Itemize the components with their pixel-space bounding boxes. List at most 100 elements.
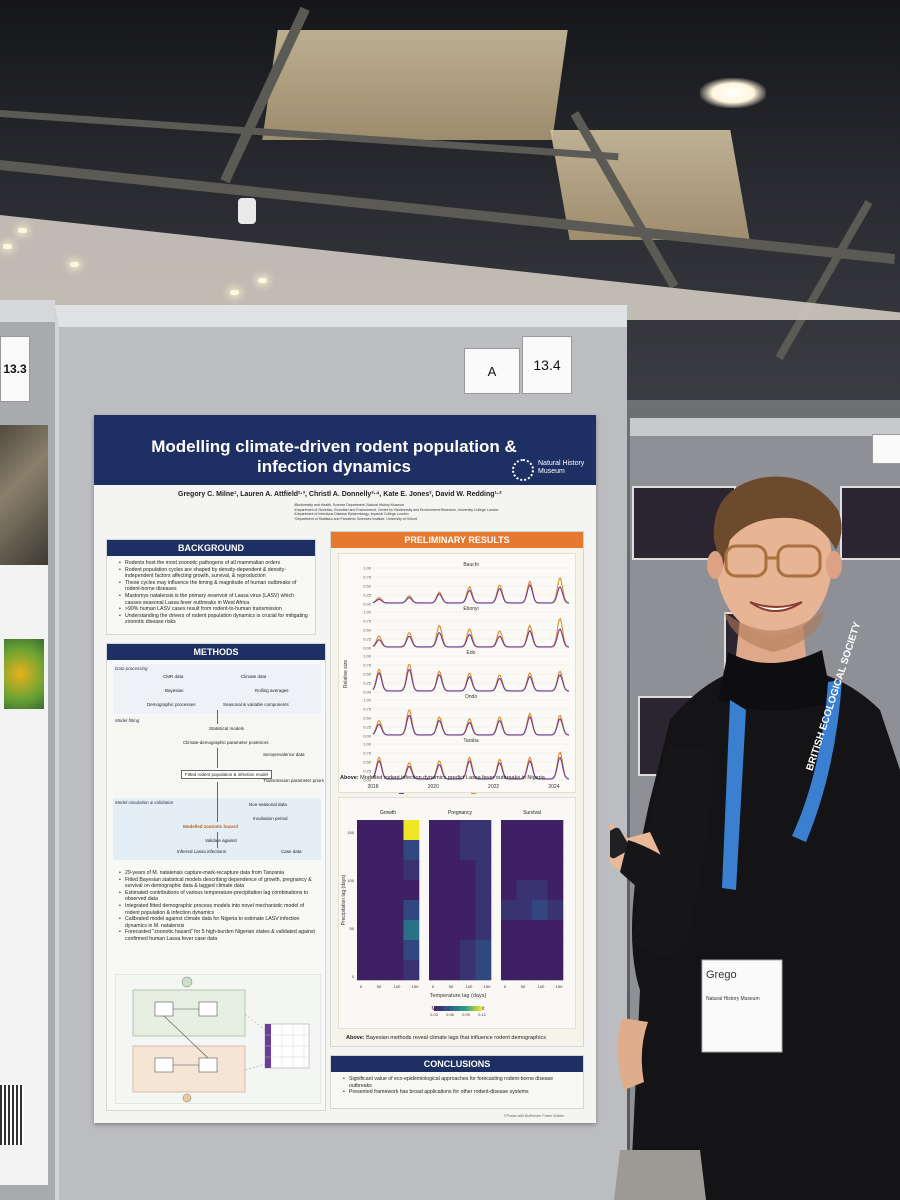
- x-tick-label: 2022: [488, 784, 499, 790]
- heatmap-cell: [501, 880, 517, 901]
- colorbar-segment: [448, 1006, 451, 1011]
- flow-node-infections: Inferred Lassa infections: [177, 849, 227, 854]
- heatmap-cell: [357, 880, 373, 901]
- neighbor-poster-map: [4, 639, 44, 709]
- heatmap-cell: [501, 920, 517, 941]
- heatmap-cell: [547, 960, 564, 981]
- inferred-cases-line: [372, 714, 570, 736]
- colorbar-segment: [472, 1006, 475, 1011]
- band-label: Data processing: [115, 666, 148, 671]
- presenter-ear: [826, 551, 842, 579]
- inferred-cases-line: [372, 583, 570, 604]
- heatmap-cell: [403, 900, 420, 921]
- colorbar-segment: [446, 1006, 449, 1011]
- y-tick-label: 0.00: [363, 690, 372, 695]
- x-tick-label: 100: [538, 984, 545, 989]
- heatmap-cell: [516, 920, 533, 941]
- colorbar-segment: [443, 1006, 446, 1011]
- colorbar-tick: 0.12: [478, 1013, 485, 1017]
- colorbar-segment: [438, 1006, 441, 1011]
- heatmap-cell: [516, 960, 533, 981]
- inferred-cases-line: [372, 669, 570, 692]
- heatmap-cell: [357, 820, 373, 841]
- y-tick-label: 0.50: [363, 716, 372, 721]
- heatmap-cell: [547, 900, 564, 921]
- colorbar-segment: [464, 1006, 467, 1011]
- x-axis-label: Temperature lag (days): [430, 993, 487, 999]
- neighbor-poster-text: [0, 713, 48, 1093]
- heatmap-cell: [475, 940, 492, 961]
- flow-arrow: [217, 832, 218, 848]
- poster-authors: Gregory C. Milne¹, Lauren A. Attfield²·³…: [178, 491, 502, 498]
- heatmap-cell: [516, 940, 533, 961]
- heatmap-cell: [475, 960, 492, 981]
- colorbar-segment: [437, 1006, 439, 1011]
- colorbar-segment: [478, 1006, 481, 1011]
- flow-node-climate: Climate data: [241, 674, 267, 679]
- y-tick-label: 1.00: [363, 566, 372, 571]
- heatmap-cell: [532, 900, 548, 921]
- flow-node-seasonal: Seasonal & variable components: [223, 702, 289, 707]
- heatmap-cell: [516, 900, 533, 921]
- ceiling-lamp: [70, 262, 79, 267]
- authors-bar: [94, 485, 596, 533]
- colorbar-segment: [453, 1006, 455, 1011]
- heatmap-cell: [532, 960, 548, 981]
- x-tick-label: 50: [377, 984, 382, 989]
- heatmap-cell: [444, 940, 461, 961]
- facet-label: Ebonyi: [463, 606, 478, 612]
- bullet-item: >90% human LASV cases result from rodent…: [119, 606, 309, 613]
- y-tick-label: 0: [352, 974, 355, 979]
- institution-logo: Natural History Museum: [512, 457, 590, 483]
- y-tick-label: 0.50: [363, 760, 372, 765]
- bullet-item: Understanding the drivers of rodent popu…: [119, 613, 309, 626]
- heatmap-cell: [475, 860, 492, 881]
- presenter-trousers: [614, 1150, 706, 1200]
- heatmap-cell: [388, 940, 404, 961]
- methods-flow-diagram: Data processing Model fitting Model simu…: [113, 664, 324, 860]
- heatmap-cell: [501, 960, 517, 981]
- colorbar-segment: [470, 1006, 473, 1011]
- y-tick-label: 0.25: [363, 593, 372, 598]
- lanyard-right: [792, 680, 842, 842]
- y-tick-label: 0.25: [363, 681, 372, 686]
- x-tick-label: 0: [504, 984, 507, 989]
- heatmap-cell: [532, 820, 548, 841]
- heatmap-cell: [403, 960, 420, 981]
- bullet-item: These cycles may influence the timing & …: [119, 580, 309, 593]
- heatmap-cell: [444, 920, 461, 941]
- flow-node-transmission: Transmission parameter priors: [263, 778, 324, 783]
- bullet-item: Presented framework has broad applicatio…: [343, 1089, 577, 1096]
- heatmap-cell: [516, 820, 533, 841]
- heatmap-cell: [460, 880, 476, 901]
- colorbar-segment: [458, 1006, 460, 1011]
- y-tick-label: 0.25: [363, 769, 372, 774]
- heatmap-cell: [532, 880, 548, 901]
- y-tick-label: 0.25: [363, 725, 372, 730]
- heatmap-cell: [475, 820, 492, 841]
- y-tick-label: 0.25: [363, 637, 372, 642]
- bullet-item: 29-years of M. natalensis capture-mark-r…: [119, 870, 319, 877]
- presenter-ear: [707, 551, 723, 579]
- heatmap-cell: [429, 880, 445, 901]
- heatmap-cell: [501, 820, 517, 841]
- board-number-tag: 13.4: [522, 336, 572, 394]
- heatmap-cell: [357, 920, 373, 941]
- heatmap-cell: [516, 860, 533, 881]
- flow-node-demographic: Demographic processes: [147, 702, 196, 707]
- x-tick-label: 100: [466, 984, 473, 989]
- legend-label: Inferred cases: [406, 794, 435, 795]
- inferred-cases-line: [372, 756, 570, 780]
- presenter-left-hand: [617, 1018, 648, 1090]
- nhm-seal-icon: [512, 459, 534, 481]
- heatmap-cell: [372, 840, 389, 861]
- colorbar-segment: [456, 1006, 459, 1011]
- presenter-hair: [713, 476, 842, 570]
- heatmap-cell: [460, 840, 476, 861]
- bullet-item: Mastomys natalensis is the primary reser…: [119, 593, 309, 606]
- facet-label: Edo: [467, 650, 476, 656]
- climate-lag-heatmaps: Growth 0 50 100 150 Pregnancy 0 50 100 150 Surviva…: [341, 810, 564, 1017]
- methods-heading: METHODS: [107, 644, 325, 660]
- heatmap-cell: [388, 920, 404, 941]
- y-tick-label: 0.50: [363, 672, 372, 677]
